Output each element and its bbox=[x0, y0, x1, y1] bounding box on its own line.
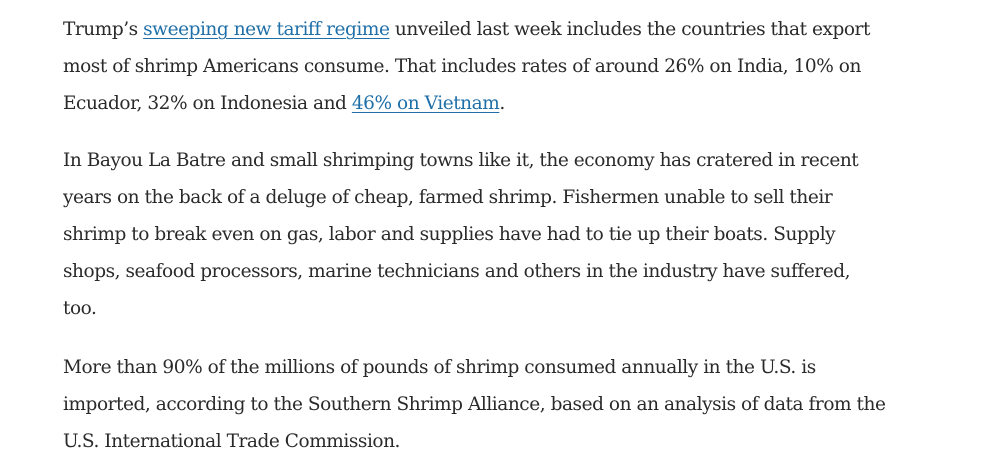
vietnam-tariff-link[interactable]: 46% on Vietnam bbox=[351, 93, 500, 114]
paragraph-line: Trump’s sweeping new tariff regime unvei… bbox=[63, 11, 870, 48]
text-segment: . bbox=[499, 93, 505, 114]
paragraph-line: too. bbox=[63, 298, 97, 319]
text-segment: unveiled last week includes the countrie… bbox=[389, 19, 870, 40]
paragraph-shrimp-imports: More than 90% of the millions of pounds … bbox=[63, 349, 886, 460]
paragraph-bayou-la-batre: In Bayou La Batre and small shrimping to… bbox=[63, 142, 859, 327]
paragraph-tariffs: Trump’s sweeping new tariff regime unvei… bbox=[63, 11, 870, 122]
paragraph-line: Ecuador, 32% on Indonesia and 46% on Vie… bbox=[63, 85, 870, 122]
paragraph-line: shops, seafood processors, marine techni… bbox=[63, 261, 851, 282]
paragraph-line: In Bayou La Batre and small shrimping to… bbox=[63, 150, 859, 171]
text-segment: Ecuador, 32% on Indonesia and bbox=[63, 93, 352, 114]
paragraph-line: most of shrimp Americans consume. That i… bbox=[63, 56, 861, 77]
paragraph-line: More than 90% of the millions of pounds … bbox=[63, 357, 816, 378]
text-segment: Trump’s bbox=[63, 19, 144, 40]
paragraph-line: years on the back of a deluge of cheap, … bbox=[63, 187, 833, 208]
paragraph-line: imported, according to the Southern Shri… bbox=[63, 394, 886, 415]
paragraph-line: shrimp to break even on gas, labor and s… bbox=[63, 224, 836, 245]
sweeping-tariff-regime-link[interactable]: sweeping new tariff regime bbox=[143, 19, 390, 40]
paragraph-line: U.S. International Trade Commission. bbox=[63, 431, 400, 452]
